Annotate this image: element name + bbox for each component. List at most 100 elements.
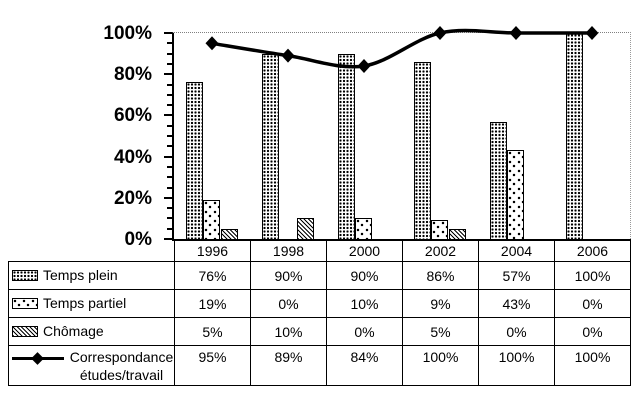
y-axis-tick [167, 227, 172, 230]
y-axis-tick [167, 93, 172, 96]
legend-item: Temps plein [10, 266, 174, 285]
bar-2000-series1 [355, 218, 373, 239]
y-axis-label: 100% [103, 23, 152, 44]
y-axis-tick [167, 145, 172, 148]
y-axis-label: 40% [113, 146, 152, 168]
value-cell-1998: 90% [250, 261, 327, 290]
y-axis-tick [167, 42, 172, 45]
value-cell-1998: 0% [250, 289, 327, 318]
legend-cell: Temps plein [8, 261, 175, 290]
y-axis-tick [167, 83, 172, 86]
bar-2000-series0 [338, 53, 355, 239]
legend-label: Temps plein [43, 266, 118, 283]
table-blank-cell [9, 240, 175, 262]
year-header-cell: 1998 [250, 239, 327, 262]
table-row-1: Temps partiel 19% 0% 10% 9% 43% 0% [8, 289, 631, 318]
bar-1996-series0 [186, 82, 203, 239]
diamond-marker-2002 [433, 26, 447, 40]
value-cell-2000: 90% [326, 261, 403, 290]
line-series [205, 26, 599, 73]
year-header-cell: 1996 [174, 239, 251, 262]
y-axis-tick [167, 165, 172, 168]
value-cell-1996: 95% [174, 345, 251, 386]
value-cell-2006: 0% [554, 317, 631, 346]
bar-2002-series1 [431, 220, 449, 239]
value-cell-1998: 10% [250, 317, 327, 346]
value-cell-2002: 100% [402, 345, 479, 386]
bar-1996-series1 [203, 199, 221, 239]
year-header-cell: 2000 [326, 239, 403, 262]
value-cell-2004: 57% [478, 261, 555, 290]
legend-swatch-icon [12, 298, 38, 309]
y-axis-tick [167, 124, 172, 127]
legend-item: Temps partiel [10, 294, 174, 313]
legend-item: Chômage [10, 322, 174, 341]
bar-2004-series0 [490, 121, 507, 239]
value-cell-2004: 100% [478, 345, 555, 386]
bar-2004-series1 [507, 150, 525, 239]
bar-2002-series2 [448, 228, 466, 239]
value-cell-2006: 100% [554, 261, 631, 290]
y-axis-tick [164, 73, 172, 76]
legend-swatch-icon [12, 326, 38, 337]
y-axis-tick [167, 207, 172, 210]
value-cell-2004: 0% [478, 317, 555, 346]
data-table: 1996 1998 2000 2002 2004 2006 Temps plein 76% 90… [8, 239, 631, 386]
y-axis-tick [167, 217, 172, 220]
y-axis-tick [164, 196, 172, 199]
year-header-cell: 2004 [478, 239, 555, 262]
y-axis-tick [164, 32, 172, 34]
y-axis-tick [164, 155, 172, 158]
y-axis-tick [167, 104, 172, 107]
y-axis-tick [167, 52, 172, 55]
legend-label: Temps partiel [43, 294, 127, 311]
y-axis-tick [164, 114, 172, 117]
legend-item: Correspondance études/travail [10, 349, 174, 384]
bar-2006-series0 [566, 33, 583, 239]
data-table-body: 1996 1998 2000 2002 2004 2006 Temps plein 76% 90… [8, 239, 631, 386]
value-cell-1998: 89% [250, 345, 327, 386]
value-cell-2000: 84% [326, 345, 403, 386]
y-axis-tick [167, 186, 172, 189]
y-axis-tick [164, 238, 172, 240]
value-cell-2006: 0% [554, 289, 631, 318]
legend-diamond-icon [31, 352, 44, 365]
legend-cell: Temps partiel [8, 289, 175, 318]
value-cell-2002: 9% [402, 289, 479, 318]
y-axis: 100% 80% 60% 40% 20% 0% [0, 24, 158, 249]
bar-1998-series2 [296, 218, 314, 239]
y-axis-label: 80% [113, 64, 152, 86]
table-row-3: Correspondance études/travail 95% 89% 84% 10… [8, 345, 631, 386]
y-axis-label: 20% [113, 187, 152, 209]
y-axis-tick [167, 176, 172, 179]
value-cell-2002: 5% [402, 317, 479, 346]
year-header-cell: 2002 [402, 239, 479, 262]
value-cell-2004: 43% [478, 289, 555, 318]
legend-swatch-icon [12, 270, 38, 281]
bar-2002-series0 [414, 61, 431, 239]
value-cell-2000: 0% [326, 317, 403, 346]
table-row-2: Chômage 5% 10% 0% 5% 0% 0% [8, 317, 631, 346]
y-axis-label: 0% [124, 229, 152, 250]
diamond-marker-2006 [585, 26, 599, 40]
value-cell-2006: 100% [554, 345, 631, 386]
bar-1996-series2 [220, 228, 238, 239]
table-row-0: Temps plein 76% 90% 90% 86% 57% 100% [8, 261, 631, 290]
value-cell-2000: 10% [326, 289, 403, 318]
value-cell-2002: 86% [402, 261, 479, 290]
legend-cell: Correspondance études/travail [8, 345, 175, 386]
legend-label: Chômage [43, 322, 104, 339]
diamond-marker-2000 [357, 58, 371, 73]
diamond-marker-1996 [205, 36, 219, 51]
bar-1998-series0 [262, 53, 279, 239]
value-cell-1996: 76% [174, 261, 251, 290]
value-cell-1996: 5% [174, 317, 251, 346]
legend-cell: Chômage [8, 317, 175, 346]
diamond-marker-1998 [281, 48, 295, 63]
diamond-marker-2004 [509, 26, 523, 40]
legend-line-diamond-icon [12, 351, 64, 365]
y-axis-label: 60% [113, 105, 152, 127]
value-cell-1996: 19% [174, 289, 251, 318]
table-year-header-row: 1996 1998 2000 2002 2004 2006 [9, 239, 631, 262]
legend-label: Correspondance études/travail [69, 349, 174, 383]
